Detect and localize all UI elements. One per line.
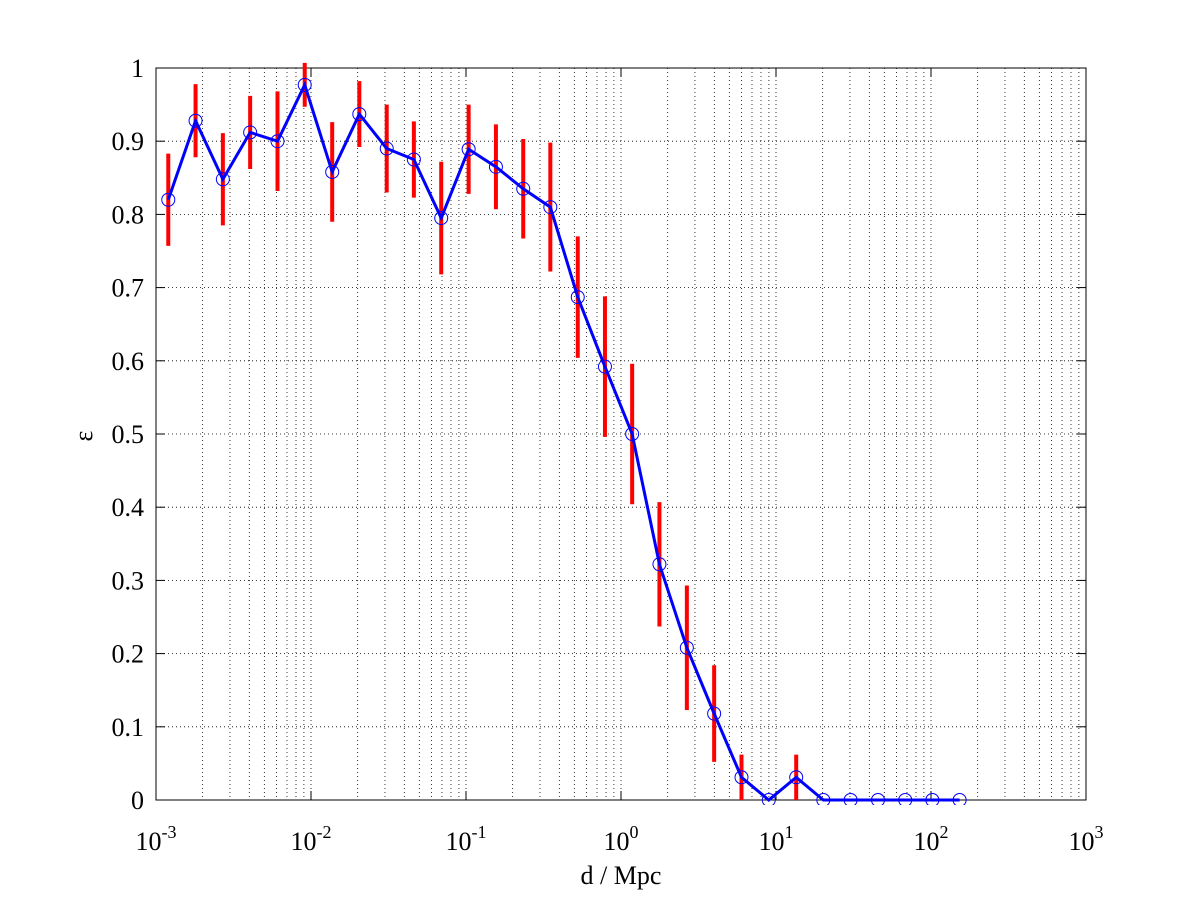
- data-line: [166, 80, 960, 802]
- data-point: [952, 793, 967, 805]
- x-tick-label: 103: [1069, 822, 1104, 856]
- y-tick-label: 1: [131, 54, 144, 83]
- y-axis-label: ε: [69, 430, 98, 441]
- y-tick-label: 0.4: [112, 493, 145, 522]
- data-point: [352, 107, 367, 122]
- y-tick-label: 0: [131, 786, 144, 815]
- data-point: [570, 290, 585, 305]
- data-point: [625, 427, 640, 441]
- data-point: [761, 793, 776, 805]
- x-tick-label: 100: [604, 822, 639, 856]
- data-point: [816, 793, 831, 805]
- data-point: [543, 200, 558, 215]
- x-tick-label: 101: [759, 822, 794, 856]
- x-tick-label: 10-2: [291, 822, 332, 856]
- y-tick-label: 0.2: [112, 640, 145, 669]
- data-point: [843, 793, 858, 805]
- data-point: [297, 77, 312, 92]
- data-point: [652, 557, 667, 572]
- x-tick-label: 10-1: [446, 822, 487, 856]
- data-point: [270, 134, 285, 149]
- data-point: [870, 793, 885, 805]
- data-point: [379, 141, 394, 156]
- data-point: [925, 793, 940, 805]
- data-point: [679, 640, 694, 655]
- y-tick-label: 0.5: [112, 420, 145, 449]
- data-point: [898, 793, 913, 805]
- plot-frame: [155, 67, 1087, 801]
- data-point: [161, 192, 176, 207]
- x-tick-label: 102: [914, 822, 949, 856]
- data-point: [406, 152, 421, 167]
- y-tick-label: 0.1: [112, 713, 145, 742]
- y-tick-label: 0.6: [112, 347, 145, 376]
- data-point: [461, 142, 476, 157]
- data-point: [597, 359, 612, 374]
- y-tick-label: 0.3: [112, 566, 145, 595]
- data-point: [707, 706, 722, 721]
- x-tick-label: 10-3: [136, 822, 177, 856]
- data-point: [188, 113, 203, 128]
- data-point: [734, 770, 749, 785]
- y-tick-label: 0.9: [112, 127, 145, 156]
- data-point: [215, 172, 230, 187]
- plot-area: [161, 62, 967, 805]
- y-tick-label: 0.8: [112, 200, 145, 229]
- data-point: [434, 211, 449, 226]
- data-point: [325, 164, 340, 179]
- x-axis-label: d / Mpc: [581, 861, 662, 890]
- data-point: [243, 125, 258, 140]
- data-point: [488, 159, 503, 174]
- data-point: [789, 770, 804, 785]
- y-tick-label: 0.7: [112, 274, 145, 303]
- data-point: [516, 181, 531, 196]
